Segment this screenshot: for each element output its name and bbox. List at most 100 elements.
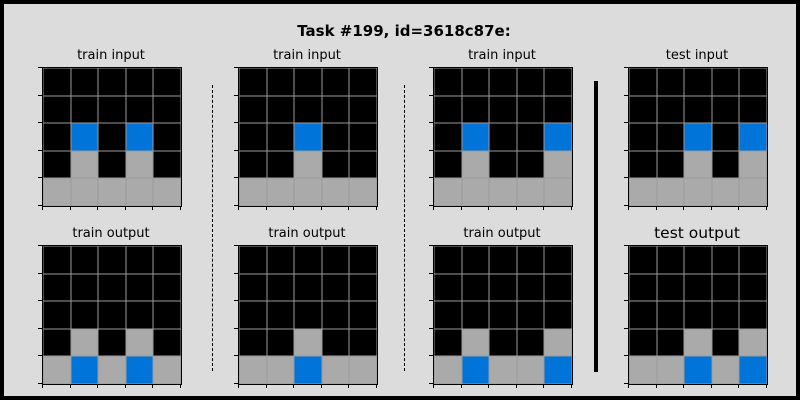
axis-tick	[766, 206, 767, 210]
grid-cell	[544, 301, 572, 329]
grid-cell	[711, 246, 740, 274]
axis-tick	[180, 206, 181, 210]
grid-cell	[544, 95, 572, 124]
grid-cell	[294, 68, 322, 96]
grid-cell	[434, 68, 462, 96]
axis-tick	[152, 206, 154, 210]
grid-cell	[434, 178, 462, 206]
grid-cell	[349, 95, 377, 124]
grid-cell	[98, 68, 126, 96]
axis-tick	[293, 206, 295, 210]
grid-cell	[349, 68, 377, 96]
grid-cell	[349, 328, 377, 357]
axis-tick	[488, 384, 490, 388]
grid-cell	[266, 246, 295, 274]
grid-cell	[239, 68, 267, 96]
axis-tick	[234, 149, 238, 151]
axis-tick	[429, 205, 433, 206]
grid-cell	[266, 328, 295, 357]
grid-cell	[516, 178, 545, 206]
grid-cell	[489, 150, 517, 179]
grid-cell	[294, 246, 322, 274]
grid-cell	[239, 356, 267, 384]
axis-tick	[234, 383, 238, 384]
axis-tick	[234, 272, 238, 274]
grid-cell	[684, 246, 712, 274]
grid-cell	[321, 150, 350, 179]
grid-cell	[516, 123, 545, 151]
grid-cell	[684, 150, 712, 179]
grid-cell	[43, 68, 71, 96]
grid-cell	[321, 68, 350, 96]
grid-cell	[544, 68, 572, 96]
axis-tick	[124, 206, 126, 210]
grid-cell	[125, 123, 154, 151]
grid-cell	[711, 95, 740, 124]
grid-cell	[43, 95, 71, 124]
grid-cell	[629, 273, 657, 302]
grid-cell	[43, 301, 71, 329]
axis-tick	[124, 384, 126, 388]
axis-tick	[234, 177, 238, 179]
grid-cell	[239, 178, 267, 206]
axis-tick	[571, 206, 572, 210]
grid-cell	[711, 68, 740, 96]
grid-panel	[628, 245, 768, 385]
grid-cell	[43, 328, 71, 357]
grid-cell	[711, 150, 740, 179]
axis-tick	[429, 300, 433, 302]
grid-cell	[153, 123, 181, 151]
axis-tick	[624, 355, 628, 357]
grid-cell	[739, 178, 767, 206]
grid-panel	[238, 245, 378, 385]
grid-cell	[266, 123, 295, 151]
axis-tick	[515, 206, 517, 210]
grid-cell	[266, 356, 295, 384]
grid-cell	[434, 246, 462, 274]
grid-cell	[321, 301, 350, 329]
grid-cell	[461, 178, 490, 206]
axis-tick	[738, 206, 740, 210]
grid-cell	[489, 301, 517, 329]
grid-cell	[266, 178, 295, 206]
axis-tick	[234, 67, 238, 68]
grid-cell	[684, 68, 712, 96]
axis-tick	[624, 177, 628, 179]
panel-label: train output	[463, 226, 541, 241]
axis-tick	[738, 384, 740, 388]
grid-cell	[125, 68, 154, 96]
grid-cell	[739, 68, 767, 96]
grid-cell	[153, 246, 181, 274]
grid-cell	[125, 150, 154, 179]
grid-cell	[153, 301, 181, 329]
grid-cell	[294, 328, 322, 357]
grid-cell	[544, 273, 572, 302]
grid-panel	[42, 67, 182, 207]
grid-cell	[294, 356, 322, 384]
grid-cell	[544, 328, 572, 357]
separator-dashed-1	[212, 85, 213, 371]
grid-cell	[70, 246, 99, 274]
axis-tick	[376, 206, 377, 210]
axis-tick	[624, 383, 628, 384]
axis-tick	[460, 384, 462, 388]
grid-cell	[656, 123, 685, 151]
grid-cell	[629, 95, 657, 124]
grid-cell	[98, 95, 126, 124]
grid-cell	[239, 150, 267, 179]
axis-tick	[710, 206, 712, 210]
grid-cell	[684, 273, 712, 302]
axis-tick	[628, 206, 629, 210]
grid-cell	[349, 301, 377, 329]
axis-tick	[571, 384, 572, 388]
grid-cell	[98, 273, 126, 302]
grid-cell	[629, 150, 657, 179]
grid-cell	[266, 273, 295, 302]
grid-cell	[98, 150, 126, 179]
grid-cell	[461, 150, 490, 179]
axis-tick	[97, 206, 99, 210]
axis-tick	[234, 205, 238, 206]
grid-cell	[489, 178, 517, 206]
panel-label: train input	[273, 48, 341, 63]
grid-cell	[294, 178, 322, 206]
